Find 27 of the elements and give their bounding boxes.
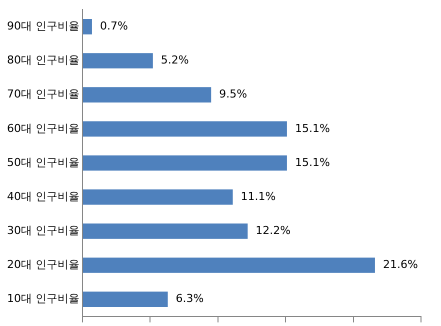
data-label: 15.1%: [294, 156, 330, 169]
bar: [82, 87, 212, 102]
bar: [82, 53, 153, 68]
y-tick-label: 30대 인구비율: [6, 224, 80, 238]
data-label: 0.7%: [100, 20, 128, 33]
data-label: 9.5%: [219, 88, 248, 101]
bar: [82, 189, 233, 205]
y-tick-label: 90대 인구비율: [6, 20, 80, 33]
y-tick-label: 40대 인구비율: [6, 190, 80, 203]
data-label: 6.3%: [176, 292, 204, 306]
data-label: 11.1%: [240, 190, 276, 203]
data-label: 21.6%: [382, 258, 418, 272]
bar: [82, 258, 375, 273]
data-label: 12.2%: [256, 224, 291, 238]
y-tick-label: 80대 인구비율: [6, 54, 80, 67]
y-tick-label: 60대 인구비율: [6, 122, 80, 135]
y-tick-label: 20대 인구비율: [6, 258, 80, 272]
y-tick-label: 70대 인구비율: [6, 88, 80, 101]
bar: [82, 292, 168, 308]
data-label: 5.2%: [160, 54, 189, 67]
bar: [82, 224, 248, 239]
bar: [82, 121, 287, 137]
y-tick-label: 50대 인구비율: [6, 156, 80, 169]
data-label: 15.1%: [294, 122, 330, 135]
y-tick-label: 10대 인구비율: [6, 292, 80, 306]
bar: [82, 155, 287, 171]
bar: [82, 18, 92, 34]
